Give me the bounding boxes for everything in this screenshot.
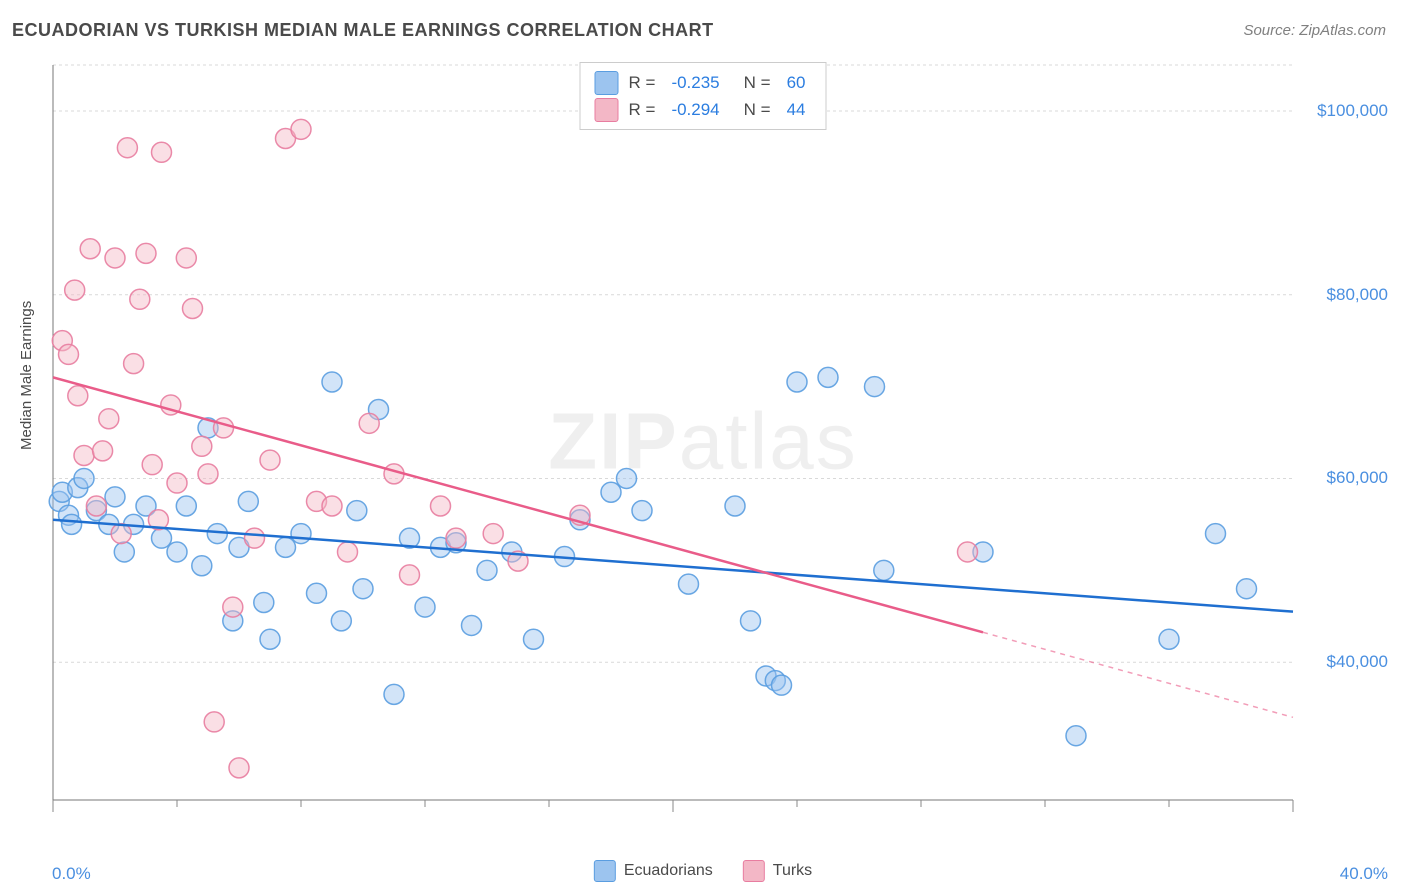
- correlation-row: R = -0.235 N = 60: [595, 69, 812, 96]
- r-value: -0.294: [671, 96, 719, 123]
- correlation-row: R = -0.294 N = 44: [595, 96, 812, 123]
- legend-item: Turks: [743, 860, 812, 882]
- x-axis-max-label: 40.0%: [1340, 864, 1388, 884]
- correlation-swatch: [595, 98, 619, 122]
- n-value: 44: [787, 96, 806, 123]
- y-tick-label: $100,000: [1317, 101, 1388, 121]
- source-label: Source: ZipAtlas.com: [1243, 22, 1386, 39]
- scatter-plot: [48, 60, 1378, 840]
- n-value: 60: [787, 69, 806, 96]
- y-tick-label: $60,000: [1327, 468, 1388, 488]
- legend-swatch: [594, 860, 616, 882]
- y-axis-label: Median Male Earnings: [18, 301, 35, 450]
- r-value: -0.235: [671, 69, 719, 96]
- x-axis-min-label: 0.0%: [52, 864, 91, 884]
- chart-title: ECUADORIAN VS TURKISH MEDIAN MALE EARNIN…: [12, 20, 714, 41]
- r-label: R =: [629, 69, 656, 96]
- legend-label: Ecuadorians: [624, 862, 713, 880]
- r-label: R =: [629, 96, 656, 123]
- legend-swatch: [743, 860, 765, 882]
- n-label: N =: [744, 69, 771, 96]
- correlation-legend: R = -0.235 N = 60 R = -0.294 N = 44: [580, 62, 827, 130]
- legend-bottom: Ecuadorians Turks: [594, 860, 812, 882]
- n-label: N =: [744, 96, 771, 123]
- legend-item: Ecuadorians: [594, 860, 713, 882]
- legend-label: Turks: [773, 862, 812, 880]
- chart-container: ECUADORIAN VS TURKISH MEDIAN MALE EARNIN…: [0, 0, 1406, 892]
- correlation-swatch: [595, 71, 619, 95]
- y-tick-label: $80,000: [1327, 285, 1388, 305]
- y-tick-label: $40,000: [1327, 652, 1388, 672]
